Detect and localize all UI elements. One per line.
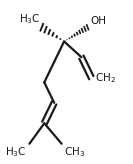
Text: CH$_2$: CH$_2$ <box>95 71 116 84</box>
Text: H$_3$C: H$_3$C <box>5 145 27 159</box>
Text: OH: OH <box>90 16 106 26</box>
Text: CH$_3$: CH$_3$ <box>64 145 85 159</box>
Text: H$_3$C: H$_3$C <box>19 13 41 26</box>
